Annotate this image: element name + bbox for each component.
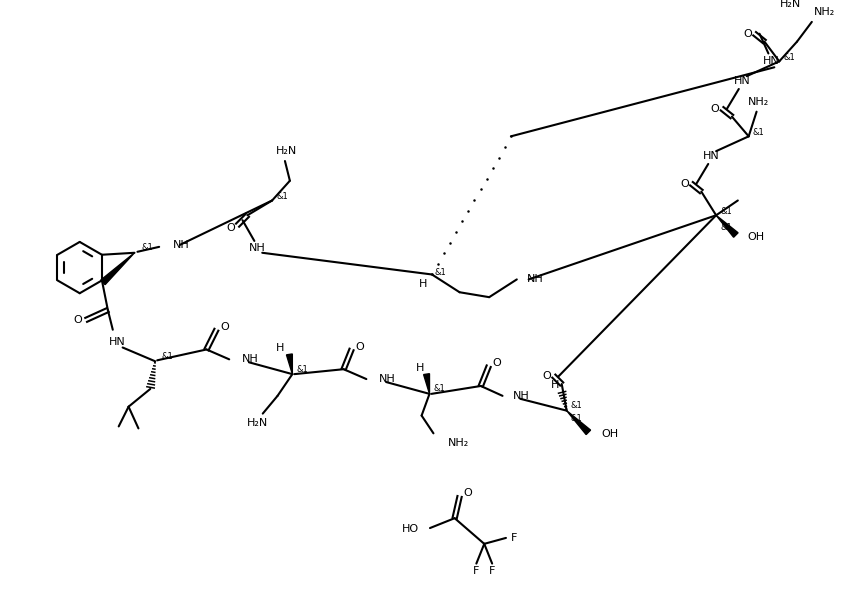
Text: &1: &1 xyxy=(720,207,732,216)
Polygon shape xyxy=(423,374,429,394)
Polygon shape xyxy=(716,215,738,237)
Text: &1: &1 xyxy=(434,384,445,393)
Text: O: O xyxy=(463,488,472,498)
Polygon shape xyxy=(566,411,590,435)
Text: O: O xyxy=(226,223,235,233)
Text: &1: &1 xyxy=(434,268,446,277)
Text: HO: HO xyxy=(402,524,419,534)
Text: H: H xyxy=(417,363,424,373)
Text: O: O xyxy=(743,28,752,39)
Text: HN: HN xyxy=(703,151,720,161)
Text: &1: &1 xyxy=(571,414,583,423)
Text: NH: NH xyxy=(513,391,530,401)
Text: O: O xyxy=(492,358,501,368)
Text: &1: &1 xyxy=(161,352,173,361)
Text: NH₂: NH₂ xyxy=(814,7,835,17)
Text: HN: HN xyxy=(734,76,750,86)
Text: O: O xyxy=(542,371,551,381)
Text: F: F xyxy=(511,533,517,543)
Text: NH₂: NH₂ xyxy=(448,438,470,448)
Text: &1: &1 xyxy=(783,53,795,62)
Text: &1: &1 xyxy=(141,244,153,252)
Text: H: H xyxy=(419,279,427,289)
Text: H₂N: H₂N xyxy=(780,0,800,9)
Text: F: F xyxy=(473,567,480,576)
Polygon shape xyxy=(286,354,292,374)
Text: F: F xyxy=(489,567,495,576)
Text: H: H xyxy=(276,344,285,353)
Text: NH₂: NH₂ xyxy=(748,97,770,107)
Text: H₂N: H₂N xyxy=(276,146,297,156)
Text: O: O xyxy=(710,104,720,114)
Text: &1: &1 xyxy=(571,401,583,410)
Text: O: O xyxy=(355,342,364,351)
Text: O: O xyxy=(680,179,689,188)
Text: O: O xyxy=(74,315,82,325)
Text: O: O xyxy=(220,322,229,331)
Text: NH: NH xyxy=(379,374,396,384)
Text: OH: OH xyxy=(601,429,618,439)
Polygon shape xyxy=(101,253,135,285)
Text: NH: NH xyxy=(527,275,543,284)
Text: H: H xyxy=(550,380,559,390)
Text: HN: HN xyxy=(763,56,780,67)
Text: NH: NH xyxy=(173,240,189,250)
Text: &1: &1 xyxy=(752,128,764,137)
Text: HN: HN xyxy=(110,336,126,347)
Text: NH: NH xyxy=(242,355,259,364)
Text: OH: OH xyxy=(747,232,764,242)
Text: &1: &1 xyxy=(720,222,732,231)
Text: H₂N: H₂N xyxy=(247,419,268,428)
Text: &1: &1 xyxy=(276,192,288,201)
Text: &1: &1 xyxy=(297,365,308,374)
Text: NH: NH xyxy=(249,243,266,253)
